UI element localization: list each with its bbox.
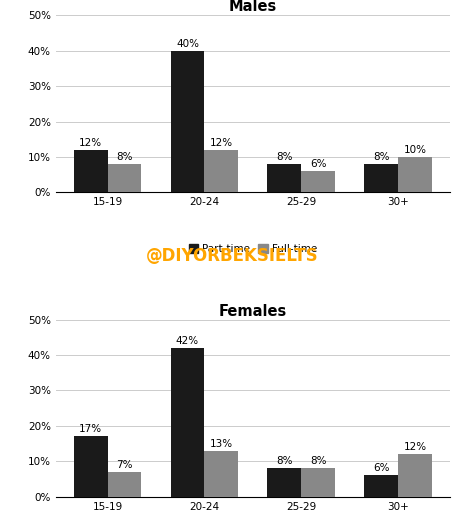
Text: 8%: 8%	[309, 456, 326, 466]
Text: 17%: 17%	[79, 424, 102, 434]
Text: 42%: 42%	[175, 336, 199, 346]
Bar	[363, 476, 397, 497]
Text: 6%: 6%	[309, 159, 326, 169]
Text: 8%: 8%	[275, 456, 292, 466]
Bar	[267, 468, 300, 497]
Text: 8%: 8%	[372, 152, 389, 162]
Bar	[267, 164, 300, 193]
Text: 7%: 7%	[116, 460, 132, 470]
Text: 6%: 6%	[372, 463, 389, 473]
Text: 12%: 12%	[209, 138, 232, 147]
Bar	[74, 436, 107, 497]
Title: Females: Females	[218, 304, 287, 318]
Legend: Part-time, Full-time: Part-time, Full-time	[188, 244, 317, 254]
Bar	[107, 472, 141, 497]
Bar	[74, 150, 107, 193]
Text: 40%: 40%	[175, 38, 199, 49]
Bar	[363, 164, 397, 193]
Bar	[170, 51, 204, 193]
Text: 13%: 13%	[209, 438, 232, 449]
Bar	[107, 164, 141, 193]
Bar	[204, 451, 238, 497]
Title: Males: Males	[228, 0, 276, 14]
Bar	[204, 150, 238, 193]
Bar	[397, 454, 431, 497]
Text: 8%: 8%	[116, 152, 132, 162]
Text: 10%: 10%	[403, 145, 426, 155]
Text: 12%: 12%	[403, 442, 426, 452]
Text: @DIYORBEKSIELTS: @DIYORBEKSIELTS	[145, 247, 318, 265]
Text: 8%: 8%	[275, 152, 292, 162]
Bar	[300, 171, 335, 193]
Bar	[300, 468, 335, 497]
Bar	[397, 157, 431, 193]
Bar	[170, 348, 204, 497]
Text: 12%: 12%	[79, 138, 102, 147]
